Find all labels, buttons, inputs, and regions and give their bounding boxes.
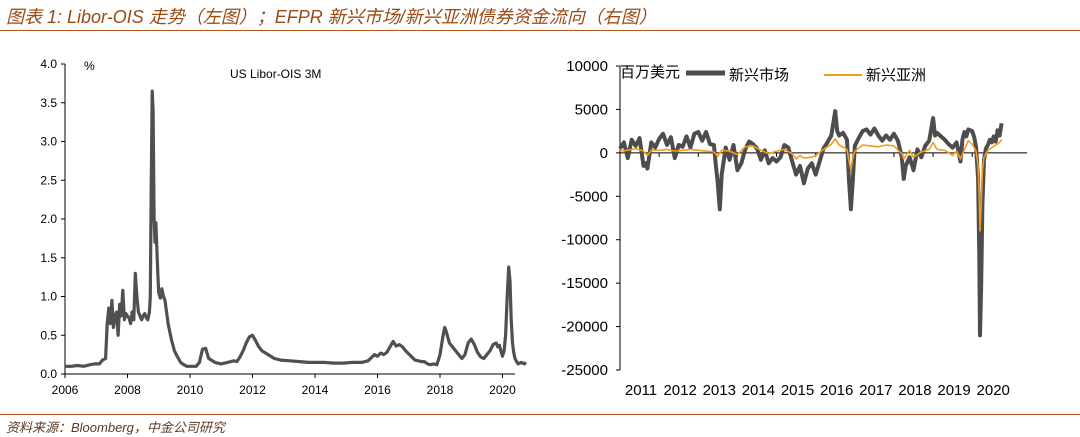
right-x-tick-label: 2015 [781,382,814,399]
left-x-tick-label: 2012 [239,383,266,397]
source-note: 资料来源：Bloomberg，中金公司研究 [6,420,225,435]
right-y-tick-label: 0 [600,145,608,162]
right-x-tick-label: 2020 [977,382,1010,399]
footer-divider [0,414,1080,415]
right-y-tick-label: -15000 [561,275,608,292]
right-y-tick-label: -10000 [561,232,608,249]
right-y-tick-label: -5000 [570,188,608,205]
left-x-tick-label: 2016 [364,383,391,397]
left-y-axis-label: % [84,59,95,73]
left-x-tick-label: 2018 [427,383,454,397]
right-y-tick-label: 10000 [566,58,608,75]
header-divider [0,30,1080,31]
right-series-line-1 [619,138,1003,232]
right-x-tick-label: 2016 [820,382,853,399]
left-y-tick-label: 0.5 [40,328,57,342]
figure-title: 图表 1: Libor-OIS 走势（左图）；EFPR 新兴市场/新兴亚洲债券资… [6,7,657,27]
right-y-tick-label: 5000 [575,101,608,118]
right-y-tick-label: -20000 [561,319,608,336]
left-y-tick-label: 1.0 [40,290,57,304]
left-y-tick-label: 3.0 [40,135,57,149]
legend-label-em: 新兴市场 [729,67,789,84]
left-x-tick-label: 2010 [177,383,204,397]
right-x-tick-label: 2012 [663,382,696,399]
right-x-tick-label: 2017 [859,382,892,399]
left-y-tick-label: 3.5 [40,96,57,110]
right-x-tick-label: 2013 [703,382,736,399]
right-y-ticks: 10000 5000 0 -5000 -10000 -15000 -20000 -25000 [561,58,620,379]
right-series [618,109,1004,338]
right-legend: 新兴市场 新兴亚洲 [686,67,926,84]
right-chart: 1000050000-5000-10000-15000-20000-25000 … [561,58,1027,399]
right-series-line-0 [618,109,1004,338]
right-x-tick-label: 2019 [937,382,970,399]
left-x-tick-label: 2008 [114,383,141,397]
left-y-tick-label: 4.0 [40,57,57,71]
right-x-tick-label: 2011 [625,382,657,399]
left-x-tick-label: 2014 [302,383,329,397]
left-y-tick-label: 2.5 [40,173,57,187]
left-y-tick-label: 1.5 [40,251,57,265]
left-series-line-0 [65,89,528,368]
right-x-tick-label: 2014 [742,382,775,399]
left-y-tick-label: 2.0 [40,212,57,226]
left-x-tick-label: 2020 [489,383,516,397]
left-y-ticks: 0.0 0.5 1.0 1.5 2.0 2.5 3.0 3.5 4.0 [40,57,65,381]
left-x-tick-label: 2006 [52,383,79,397]
right-x-tick-label: 2018 [898,382,931,399]
left-y-tick-label: 0.0 [40,367,57,381]
right-y-tick-label: -25000 [561,362,608,379]
legend-label-asia: 新兴亚洲 [866,67,926,84]
right-x-ticks: 2011 2012 2013 2014 2015 2016 2017 2018 2019 2020 [619,152,1010,399]
left-chart-title: US Libor-OIS 3M [230,67,321,81]
left-x-ticks: 2006 2008 2010 2012 2014 2016 2018 2020 [52,374,516,397]
left-series [65,89,528,368]
right-y-axis-label: 百万美元 [620,64,680,81]
left-chart: 0.0 0.5 1.0 1.5 2.0 2.5 3.0 3.5 4.0 2006 2008 2010… [40,57,528,397]
